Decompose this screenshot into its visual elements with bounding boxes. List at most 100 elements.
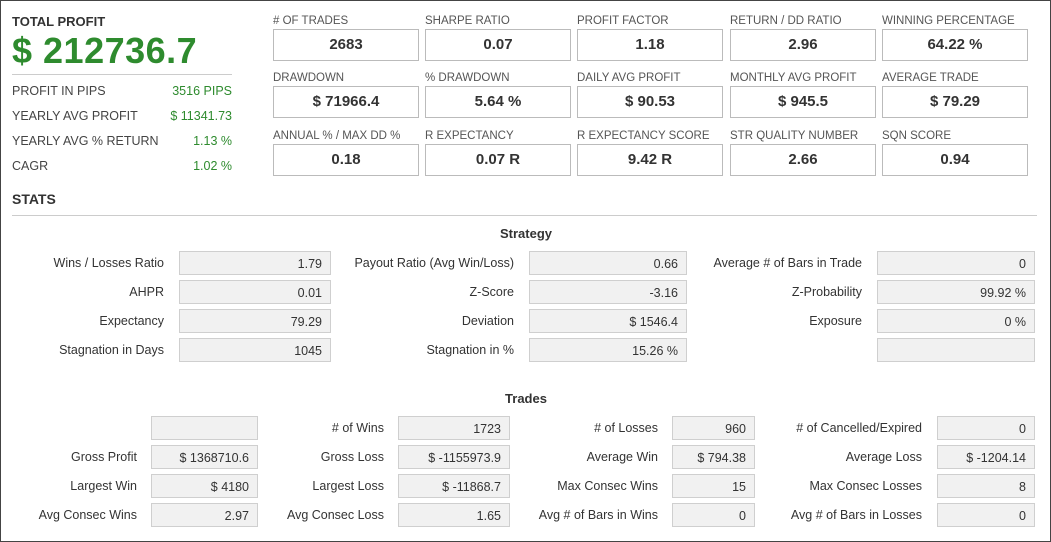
strategy-value — [877, 338, 1035, 362]
strategy-value: 99.92 % — [877, 280, 1035, 304]
metric-value: $ 71966.4 — [273, 86, 419, 118]
trades-label: # of Losses — [594, 421, 658, 435]
metric-value: 2.66 — [730, 144, 876, 176]
trades-label: Gross Profit — [71, 450, 137, 464]
trades-value: 8 — [937, 474, 1035, 498]
trades-value: $ -1204.14 — [937, 445, 1035, 469]
metric-label: STR QUALITY NUMBER — [730, 130, 859, 142]
metric-label: WINNING PERCENTAGE — [882, 15, 1015, 27]
metric-value: 0.07 R — [425, 144, 571, 176]
summary-row-value: 3516 PIPS — [172, 84, 232, 98]
stats-title: STATS — [12, 191, 56, 207]
trades-value: 960 — [672, 416, 755, 440]
metric-value: 0.18 — [273, 144, 419, 176]
total-profit-label: TOTAL PROFIT — [12, 14, 106, 29]
summary-row-label: PROFIT IN PIPS — [12, 84, 106, 98]
trades-label: Largest Loss — [312, 479, 384, 493]
metric-value: 64.22 % — [882, 29, 1028, 61]
strategy-value: 0.66 — [529, 251, 687, 275]
trades-label: Largest Win — [70, 479, 137, 493]
metric-label: # OF TRADES — [273, 15, 349, 27]
strategy-value: 0.01 — [179, 280, 331, 304]
strategy-label: Stagnation in Days — [59, 343, 164, 357]
trades-value: 0 — [937, 503, 1035, 527]
summary-row-profit-pips: PROFIT IN PIPS 3516 PIPS — [12, 84, 232, 104]
metric-label: % DRAWDOWN — [425, 72, 510, 84]
trades-value: 0 — [937, 416, 1035, 440]
metric-label: R EXPECTANCY SCORE — [577, 130, 710, 142]
metric-value: 0.94 — [882, 144, 1028, 176]
metric-value: $ 79.29 — [882, 86, 1028, 118]
trades-title: Trades — [505, 391, 547, 406]
trades-value — [151, 416, 258, 440]
metric-sharpe-ratio: SHARPE RATIO 0.07 — [425, 14, 571, 61]
metric-annual-max-dd: ANNUAL % / MAX DD % 0.18 — [273, 129, 419, 176]
trades-value: 1723 — [398, 416, 510, 440]
metric-average-trade: AVERAGE TRADE $ 79.29 — [882, 71, 1028, 118]
trades-label: Avg # of Bars in Losses — [790, 508, 922, 522]
total-profit-value: $ 212736.7 — [12, 30, 198, 71]
metric-label: SHARPE RATIO — [425, 15, 510, 27]
metric-label: PROFIT FACTOR — [577, 15, 669, 27]
strategy-value: 15.26 % — [529, 338, 687, 362]
strategy-value: 79.29 — [179, 309, 331, 333]
summary-row-label: YEARLY AVG % RETURN — [12, 134, 159, 148]
strategy-label: AHPR — [129, 285, 164, 299]
metric-sqn-score: SQN SCORE 0.94 — [882, 129, 1028, 176]
metric-value: 5.64 % — [425, 86, 571, 118]
metric-monthly-avg-profit: MONTHLY AVG PROFIT $ 945.5 — [730, 71, 876, 118]
trades-label: Avg # of Bars in Wins — [538, 508, 658, 522]
trades-label: # of Wins — [331, 421, 384, 435]
metric-value: 1.18 — [577, 29, 723, 61]
summary-row-value: 1.02 % — [193, 159, 232, 173]
trades-value: $ 1368710.6 — [151, 445, 258, 469]
strategy-label: Average # of Bars in Trade — [713, 256, 862, 270]
strategy-label: Expectancy — [99, 314, 164, 328]
metric-value: $ 90.53 — [577, 86, 723, 118]
trades-label: Gross Loss — [320, 450, 384, 464]
strategy-label: Wins / Losses Ratio — [53, 256, 164, 270]
strategy-value: 1045 — [179, 338, 331, 362]
summary-row-yearly-avg-profit: YEARLY AVG PROFIT $ 11341.73 — [12, 109, 232, 129]
strategy-label: Stagnation in % — [426, 343, 514, 357]
strategy-value: 0 — [877, 251, 1035, 275]
trades-label: Avg Consec Loss — [286, 508, 384, 522]
trades-value: $ 4180 — [151, 474, 258, 498]
metric-r-expectancy: R EXPECTANCY 0.07 R — [425, 129, 571, 176]
metric-label: ANNUAL % / MAX DD % — [273, 130, 401, 142]
trades-value: 15 — [672, 474, 755, 498]
metric-str-quality-number: STR QUALITY NUMBER 2.66 — [730, 129, 876, 176]
metric-value: 2.96 — [730, 29, 876, 61]
trades-label: Average Loss — [845, 450, 922, 464]
trades-value: 1.65 — [398, 503, 510, 527]
metric-drawdown: DRAWDOWN $ 71966.4 — [273, 71, 419, 118]
metric-value: 9.42 R — [577, 144, 723, 176]
trades-label: # of Cancelled/Expired — [796, 421, 922, 435]
summary-row-value: 1.13 % — [193, 134, 232, 148]
summary-row-cagr: CAGR 1.02 % — [12, 159, 232, 179]
trades-value: $ -11868.7 — [398, 474, 510, 498]
trades-value: 2.97 — [151, 503, 258, 527]
strategy-label: Payout Ratio (Avg Win/Loss) — [354, 256, 514, 270]
trades-value: 0 — [672, 503, 755, 527]
strategy-title: Strategy — [499, 226, 553, 241]
metric-value: $ 945.5 — [730, 86, 876, 118]
strategy-label: Z-Probability — [791, 285, 862, 299]
summary-row-value: $ 11341.73 — [170, 109, 232, 123]
summary-row-label: YEARLY AVG PROFIT — [12, 109, 138, 123]
metric-label: SQN SCORE — [882, 130, 952, 142]
strategy-label: Exposure — [809, 314, 862, 328]
strategy-label: Z-Score — [469, 285, 514, 299]
metric-winning-percentage: WINNING PERCENTAGE 64.22 % — [882, 14, 1028, 61]
trades-label: Average Win — [586, 450, 658, 464]
metric-profit-factor: PROFIT FACTOR 1.18 — [577, 14, 723, 61]
summary-row-label: CAGR — [12, 159, 49, 173]
metric-r-expectancy-score: R EXPECTANCY SCORE 9.42 R — [577, 129, 723, 176]
strategy-value: 1.79 — [179, 251, 331, 275]
summary-divider — [12, 74, 232, 75]
trades-label: Max Consec Losses — [809, 479, 922, 493]
strategy-label: Deviation — [461, 314, 514, 328]
metric-label: RETURN / DD RATIO — [730, 15, 842, 27]
trades-label: Avg Consec Wins — [38, 508, 137, 522]
metric-daily-avg-profit: DAILY AVG PROFIT $ 90.53 — [577, 71, 723, 118]
